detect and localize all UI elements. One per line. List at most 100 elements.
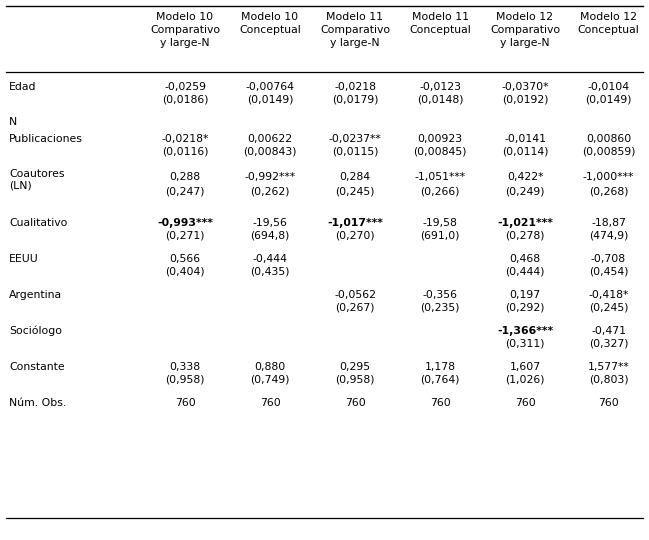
Text: -0,0141: -0,0141 bbox=[504, 134, 546, 144]
Text: -1,366***: -1,366*** bbox=[497, 326, 553, 336]
Text: 1,577**: 1,577** bbox=[587, 362, 630, 372]
Text: Comparativo: Comparativo bbox=[150, 25, 220, 35]
Text: -0,444: -0,444 bbox=[252, 254, 288, 264]
Text: (0,0116): (0,0116) bbox=[162, 146, 208, 156]
Text: -1,017***: -1,017*** bbox=[327, 218, 383, 228]
Text: (0,958): (0,958) bbox=[336, 374, 374, 384]
Text: Edad: Edad bbox=[9, 82, 36, 92]
Text: (0,0148): (0,0148) bbox=[417, 94, 463, 104]
Text: -0,0218*: -0,0218* bbox=[162, 134, 209, 144]
Text: (0,749): (0,749) bbox=[251, 374, 289, 384]
Text: (1,026): (1,026) bbox=[506, 374, 545, 384]
Text: (0,00859): (0,00859) bbox=[582, 146, 635, 156]
Text: EEUU: EEUU bbox=[9, 254, 39, 264]
Text: 760: 760 bbox=[260, 398, 280, 408]
Text: -1,000***: -1,000*** bbox=[583, 172, 634, 182]
Text: Modelo 10: Modelo 10 bbox=[241, 12, 299, 22]
Text: (0,00843): (0,00843) bbox=[243, 146, 297, 156]
Text: -0,418*: -0,418* bbox=[588, 290, 629, 300]
Text: (LN): (LN) bbox=[9, 181, 32, 191]
Text: y large-N: y large-N bbox=[500, 38, 550, 48]
Text: -0,992***: -0,992*** bbox=[245, 172, 295, 182]
Text: 0,295: 0,295 bbox=[339, 362, 371, 372]
Text: 760: 760 bbox=[430, 398, 450, 408]
Text: (694,8): (694,8) bbox=[251, 230, 289, 240]
Text: (0,454): (0,454) bbox=[589, 266, 628, 276]
Text: Sociólogo: Sociólogo bbox=[9, 326, 62, 336]
Text: (0,235): (0,235) bbox=[421, 302, 459, 312]
Text: -1,021***: -1,021*** bbox=[497, 218, 553, 228]
Text: Conceptual: Conceptual bbox=[578, 25, 639, 35]
Text: (0,262): (0,262) bbox=[251, 186, 289, 196]
Text: -0,0218: -0,0218 bbox=[334, 82, 376, 92]
Text: (0,803): (0,803) bbox=[589, 374, 628, 384]
Text: (0,404): (0,404) bbox=[165, 266, 205, 276]
Text: (0,278): (0,278) bbox=[506, 230, 545, 240]
Text: 760: 760 bbox=[515, 398, 535, 408]
Text: (0,245): (0,245) bbox=[336, 186, 374, 196]
Text: (0,270): (0,270) bbox=[335, 230, 375, 240]
Text: 0,00622: 0,00622 bbox=[247, 134, 293, 144]
Text: Modelo 12: Modelo 12 bbox=[580, 12, 637, 22]
Text: Publicaciones: Publicaciones bbox=[9, 134, 83, 144]
Text: 760: 760 bbox=[345, 398, 365, 408]
Text: Argentina: Argentina bbox=[9, 290, 62, 300]
Text: (0,267): (0,267) bbox=[336, 302, 374, 312]
Text: (0,0186): (0,0186) bbox=[162, 94, 208, 104]
Text: (0,0114): (0,0114) bbox=[502, 146, 548, 156]
Text: 1,178: 1,178 bbox=[424, 362, 456, 372]
Text: (0,245): (0,245) bbox=[589, 302, 628, 312]
Text: (0,311): (0,311) bbox=[506, 338, 545, 348]
Text: (0,249): (0,249) bbox=[506, 186, 545, 196]
Text: -18,87: -18,87 bbox=[591, 218, 626, 228]
Text: Coautores: Coautores bbox=[9, 169, 64, 179]
Text: -0,00764: -0,00764 bbox=[245, 82, 295, 92]
Text: Modelo 11: Modelo 11 bbox=[326, 12, 384, 22]
Text: 0,00860: 0,00860 bbox=[586, 134, 631, 144]
Text: (0,0115): (0,0115) bbox=[332, 146, 378, 156]
Text: (0,0192): (0,0192) bbox=[502, 94, 548, 104]
Text: 0,288: 0,288 bbox=[169, 172, 201, 182]
Text: Núm. Obs.: Núm. Obs. bbox=[9, 398, 66, 408]
Text: 760: 760 bbox=[598, 398, 619, 408]
Text: (0,00845): (0,00845) bbox=[413, 146, 467, 156]
Text: 1,607: 1,607 bbox=[509, 362, 541, 372]
Text: -0,471: -0,471 bbox=[591, 326, 626, 336]
Text: -0,356: -0,356 bbox=[422, 290, 458, 300]
Text: 0,566: 0,566 bbox=[169, 254, 201, 264]
Text: (0,435): (0,435) bbox=[251, 266, 289, 276]
Text: Modelo 11: Modelo 11 bbox=[411, 12, 469, 22]
Text: 0,468: 0,468 bbox=[509, 254, 541, 264]
Text: -19,56: -19,56 bbox=[252, 218, 288, 228]
Text: -0,0259: -0,0259 bbox=[164, 82, 206, 92]
Text: Conceptual: Conceptual bbox=[239, 25, 301, 35]
Text: -0,0104: -0,0104 bbox=[587, 82, 630, 92]
Text: (0,0179): (0,0179) bbox=[332, 94, 378, 104]
Text: -19,58: -19,58 bbox=[422, 218, 458, 228]
Text: Modelo 12: Modelo 12 bbox=[496, 12, 554, 22]
Text: (0,268): (0,268) bbox=[589, 186, 628, 196]
Text: (0,247): (0,247) bbox=[165, 186, 204, 196]
Text: (0,958): (0,958) bbox=[165, 374, 204, 384]
Text: 0,00923: 0,00923 bbox=[417, 134, 463, 144]
Text: 760: 760 bbox=[175, 398, 195, 408]
Text: (0,266): (0,266) bbox=[421, 186, 459, 196]
Text: (0,292): (0,292) bbox=[506, 302, 545, 312]
Text: (0,271): (0,271) bbox=[165, 230, 204, 240]
Text: -0,0123: -0,0123 bbox=[419, 82, 461, 92]
Text: (0,327): (0,327) bbox=[589, 338, 628, 348]
Text: 0,422*: 0,422* bbox=[507, 172, 543, 182]
Text: -0,708: -0,708 bbox=[591, 254, 626, 264]
Text: -0,0562: -0,0562 bbox=[334, 290, 376, 300]
Text: y large-N: y large-N bbox=[330, 38, 380, 48]
Text: (474,9): (474,9) bbox=[589, 230, 628, 240]
Text: Cualitativo: Cualitativo bbox=[9, 218, 67, 228]
Text: (0,444): (0,444) bbox=[506, 266, 545, 276]
Text: 0,880: 0,880 bbox=[254, 362, 286, 372]
Text: 0,338: 0,338 bbox=[169, 362, 201, 372]
Text: Modelo 10: Modelo 10 bbox=[156, 12, 214, 22]
Text: (691,0): (691,0) bbox=[421, 230, 459, 240]
Text: -0,0237**: -0,0237** bbox=[328, 134, 382, 144]
Text: -0,0370*: -0,0370* bbox=[501, 82, 549, 92]
Text: N: N bbox=[9, 117, 18, 127]
